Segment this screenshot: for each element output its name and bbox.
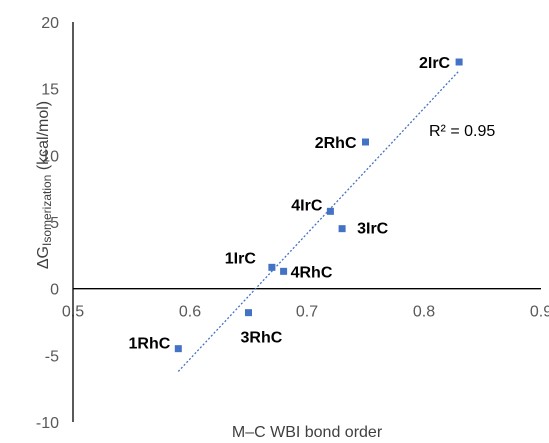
y-axis-title-main: ΔG xyxy=(35,246,52,269)
data-point xyxy=(174,345,182,353)
x-axis-title: M–C WBI bond order xyxy=(232,424,383,441)
point-labels: 2IrC 2RhC 4IrC 3IrC 1IrC 4RhC 3RhC 1RhC xyxy=(129,55,451,353)
point-label: 3RhC xyxy=(241,330,283,347)
data-point xyxy=(338,225,346,233)
point-label: 4IrC xyxy=(291,197,323,214)
x-tick-label: 0.6 xyxy=(179,304,201,321)
y-tick-label: 20 xyxy=(41,15,59,32)
y-tick-label: 10 xyxy=(41,148,59,165)
y-tick-label: 5 xyxy=(50,215,59,232)
x-tick-label: 0.9 xyxy=(530,304,549,321)
point-label: 1RhC xyxy=(129,336,171,353)
data-point xyxy=(362,138,369,146)
data-point xyxy=(268,263,276,271)
data-point xyxy=(326,207,334,215)
point-label: 4RhC xyxy=(291,264,333,281)
y-axis-title-subscript: Isomerization xyxy=(40,175,54,246)
x-tick-label: 0.7 xyxy=(296,304,318,321)
x-tick-labels: 0.5 0.6 0.7 0.8 0.9 xyxy=(62,304,549,321)
point-label: 1IrC xyxy=(225,250,257,267)
point-label: 2IrC xyxy=(419,55,451,72)
data-point xyxy=(245,309,252,317)
y-tick-label: 0 xyxy=(50,282,59,299)
point-label: 3IrC xyxy=(357,221,389,238)
y-axis-title: ΔGIsomerization (kcal/mol) xyxy=(35,101,54,269)
x-tick-label: 0.8 xyxy=(413,304,435,321)
data-points xyxy=(174,58,463,353)
y-axis-title-unit: (kcal/mol) xyxy=(35,101,52,175)
trendline xyxy=(177,70,460,372)
y-tick-labels: -10 -5 0 5 10 15 20 xyxy=(36,15,59,432)
y-tick-label: -10 xyxy=(36,415,59,432)
y-tick-label: 15 xyxy=(41,82,59,99)
data-point xyxy=(280,267,288,275)
data-point xyxy=(455,58,463,66)
y-tick-label: -5 xyxy=(45,348,59,365)
point-label: 2RhC xyxy=(315,135,357,152)
r-squared-label: R² = 0.95 xyxy=(429,123,495,140)
